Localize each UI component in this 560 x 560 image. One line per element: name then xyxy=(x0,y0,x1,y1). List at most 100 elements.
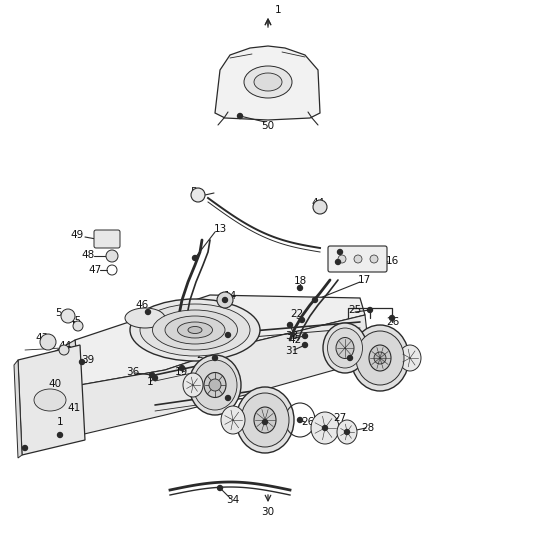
Circle shape xyxy=(217,486,222,491)
Circle shape xyxy=(367,307,372,312)
Ellipse shape xyxy=(254,407,276,433)
Ellipse shape xyxy=(323,323,367,373)
Text: 16: 16 xyxy=(385,256,399,266)
Circle shape xyxy=(237,114,242,119)
Circle shape xyxy=(297,418,302,422)
Text: 25: 25 xyxy=(348,305,362,315)
FancyBboxPatch shape xyxy=(94,230,120,248)
Text: 39: 39 xyxy=(81,355,95,365)
Text: 19: 19 xyxy=(174,367,188,377)
Circle shape xyxy=(300,318,305,323)
Polygon shape xyxy=(75,295,365,385)
Circle shape xyxy=(390,315,394,320)
Text: 13: 13 xyxy=(213,224,227,234)
Ellipse shape xyxy=(189,355,241,415)
Circle shape xyxy=(348,356,352,361)
Circle shape xyxy=(58,432,63,437)
Text: 1: 1 xyxy=(147,377,153,387)
Polygon shape xyxy=(14,360,22,458)
Ellipse shape xyxy=(328,328,362,368)
Ellipse shape xyxy=(311,412,339,444)
Text: 26: 26 xyxy=(301,417,315,427)
Text: 34: 34 xyxy=(226,495,240,505)
Ellipse shape xyxy=(254,73,282,91)
Circle shape xyxy=(302,334,307,338)
Circle shape xyxy=(338,255,346,263)
Ellipse shape xyxy=(221,406,245,434)
Text: 5: 5 xyxy=(55,308,61,318)
Circle shape xyxy=(354,255,362,263)
Circle shape xyxy=(73,321,83,331)
Polygon shape xyxy=(215,46,320,120)
Circle shape xyxy=(338,250,343,254)
Ellipse shape xyxy=(125,308,165,328)
Circle shape xyxy=(106,250,118,262)
Circle shape xyxy=(312,297,318,302)
Ellipse shape xyxy=(244,66,292,98)
Text: 28: 28 xyxy=(361,423,375,433)
Ellipse shape xyxy=(236,387,294,453)
Text: 18: 18 xyxy=(293,276,307,286)
Circle shape xyxy=(152,376,157,380)
Text: 36: 36 xyxy=(127,367,139,377)
Circle shape xyxy=(297,286,302,291)
Text: 31: 31 xyxy=(286,346,298,356)
Circle shape xyxy=(180,366,184,371)
Text: 24: 24 xyxy=(258,413,272,423)
Ellipse shape xyxy=(140,304,250,356)
Text: 50: 50 xyxy=(262,121,274,131)
Text: 19: 19 xyxy=(208,325,222,335)
Ellipse shape xyxy=(193,360,237,410)
Text: 26: 26 xyxy=(386,317,400,327)
Text: 23: 23 xyxy=(203,385,217,395)
Text: 49: 49 xyxy=(71,230,83,240)
Ellipse shape xyxy=(369,345,391,371)
Polygon shape xyxy=(40,340,80,405)
Text: 30: 30 xyxy=(262,507,274,517)
Ellipse shape xyxy=(351,325,409,391)
Circle shape xyxy=(150,372,155,377)
Ellipse shape xyxy=(399,345,421,371)
Text: 42: 42 xyxy=(288,335,302,345)
Text: 41: 41 xyxy=(67,403,81,413)
Circle shape xyxy=(209,379,221,391)
FancyBboxPatch shape xyxy=(328,246,387,272)
Circle shape xyxy=(370,255,378,263)
Circle shape xyxy=(217,292,233,308)
Circle shape xyxy=(374,352,386,364)
Ellipse shape xyxy=(356,331,404,385)
Text: 33: 33 xyxy=(286,331,298,341)
Ellipse shape xyxy=(204,372,226,398)
Ellipse shape xyxy=(241,393,289,447)
Circle shape xyxy=(61,309,75,323)
Ellipse shape xyxy=(336,338,354,358)
Ellipse shape xyxy=(165,316,225,344)
Text: 47: 47 xyxy=(88,265,101,275)
Circle shape xyxy=(40,334,56,350)
Text: 21: 21 xyxy=(198,368,212,378)
Text: 5: 5 xyxy=(190,187,197,197)
Text: 44: 44 xyxy=(311,198,325,208)
Circle shape xyxy=(146,310,151,315)
Text: 1: 1 xyxy=(275,5,281,15)
Text: 27: 27 xyxy=(333,413,347,423)
Text: 1: 1 xyxy=(340,250,346,260)
Text: 23: 23 xyxy=(202,385,216,395)
Circle shape xyxy=(226,333,231,338)
Ellipse shape xyxy=(34,389,66,411)
Text: 22: 22 xyxy=(291,309,304,319)
Circle shape xyxy=(302,343,307,348)
Circle shape xyxy=(263,419,268,424)
Text: 40: 40 xyxy=(48,379,62,389)
Text: 48: 48 xyxy=(81,250,95,260)
Ellipse shape xyxy=(152,310,237,350)
Ellipse shape xyxy=(188,326,202,334)
Text: 45: 45 xyxy=(68,316,82,326)
Ellipse shape xyxy=(130,299,260,361)
Circle shape xyxy=(323,426,328,431)
Circle shape xyxy=(80,360,85,365)
Text: 24: 24 xyxy=(256,395,269,405)
Circle shape xyxy=(59,345,69,355)
Ellipse shape xyxy=(178,322,212,338)
Circle shape xyxy=(344,430,349,435)
